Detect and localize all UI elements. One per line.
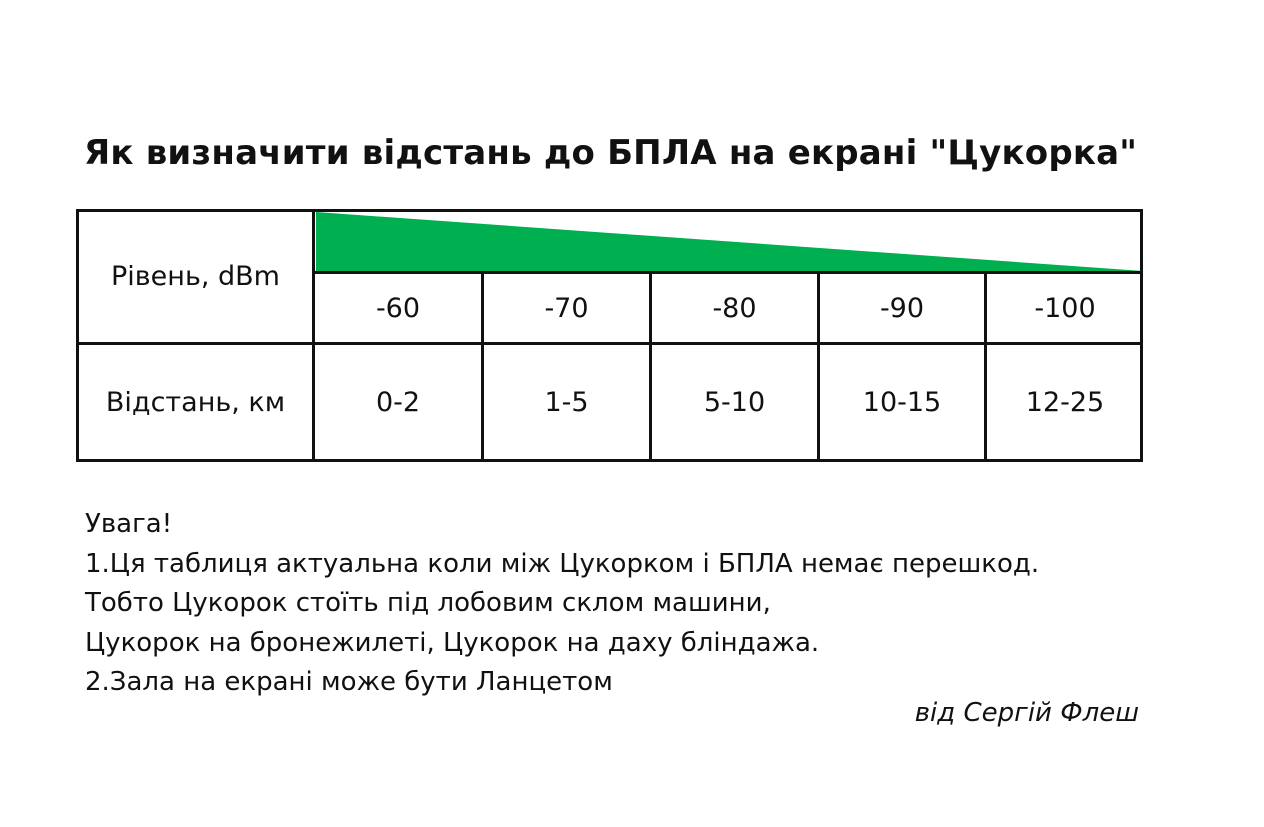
grid-vline bbox=[817, 271, 820, 459]
distance-value: 10-15 bbox=[862, 386, 942, 418]
grid-vline bbox=[481, 271, 484, 459]
distance-value: 1-5 bbox=[544, 386, 589, 418]
grid-hline bbox=[315, 271, 1143, 274]
grid-vline bbox=[984, 271, 987, 459]
distance-value: 0-2 bbox=[375, 386, 421, 418]
level-row-label: Рівень, dBm bbox=[110, 260, 280, 292]
distance-value: 5-10 bbox=[703, 386, 766, 418]
notes-line: Тобто Цукорок стоїть під лобовим склом м… bbox=[85, 588, 771, 618]
level-value: -60 bbox=[375, 292, 421, 324]
notes-heading: Увага! bbox=[85, 509, 173, 539]
notes-line: 2.Зала на екрані може бути Ланцетом bbox=[85, 667, 613, 697]
level-value: -70 bbox=[544, 292, 589, 324]
grid-vline bbox=[312, 212, 315, 459]
signal-distance-table: Рівень, dBm Відстань, км -60 -70 -80 -90… bbox=[76, 209, 1143, 462]
level-value: -90 bbox=[879, 292, 925, 324]
grid-hline bbox=[79, 342, 1143, 345]
notes-block: Увага! 1.Ця таблиця актуальна коли між Ц… bbox=[85, 505, 1039, 703]
level-value: -80 bbox=[712, 292, 757, 324]
distance-row-label: Відстань, км bbox=[105, 386, 286, 418]
author-signature: від Сергій Флеш bbox=[914, 698, 1139, 728]
notes-line: Цукорок на бронежилеті, Цукорок на даху … bbox=[85, 627, 820, 658]
grid-vline bbox=[649, 271, 652, 459]
notes-line: 1.Ця таблиця актуальна коли між Цукорком… bbox=[85, 548, 1040, 579]
signal-strength-wedge bbox=[316, 212, 1143, 271]
distance-value: 12-25 bbox=[1025, 386, 1105, 418]
page-title: Як визначити відстань до БПЛА на екрані … bbox=[84, 133, 1138, 173]
level-value: -100 bbox=[1034, 292, 1096, 324]
